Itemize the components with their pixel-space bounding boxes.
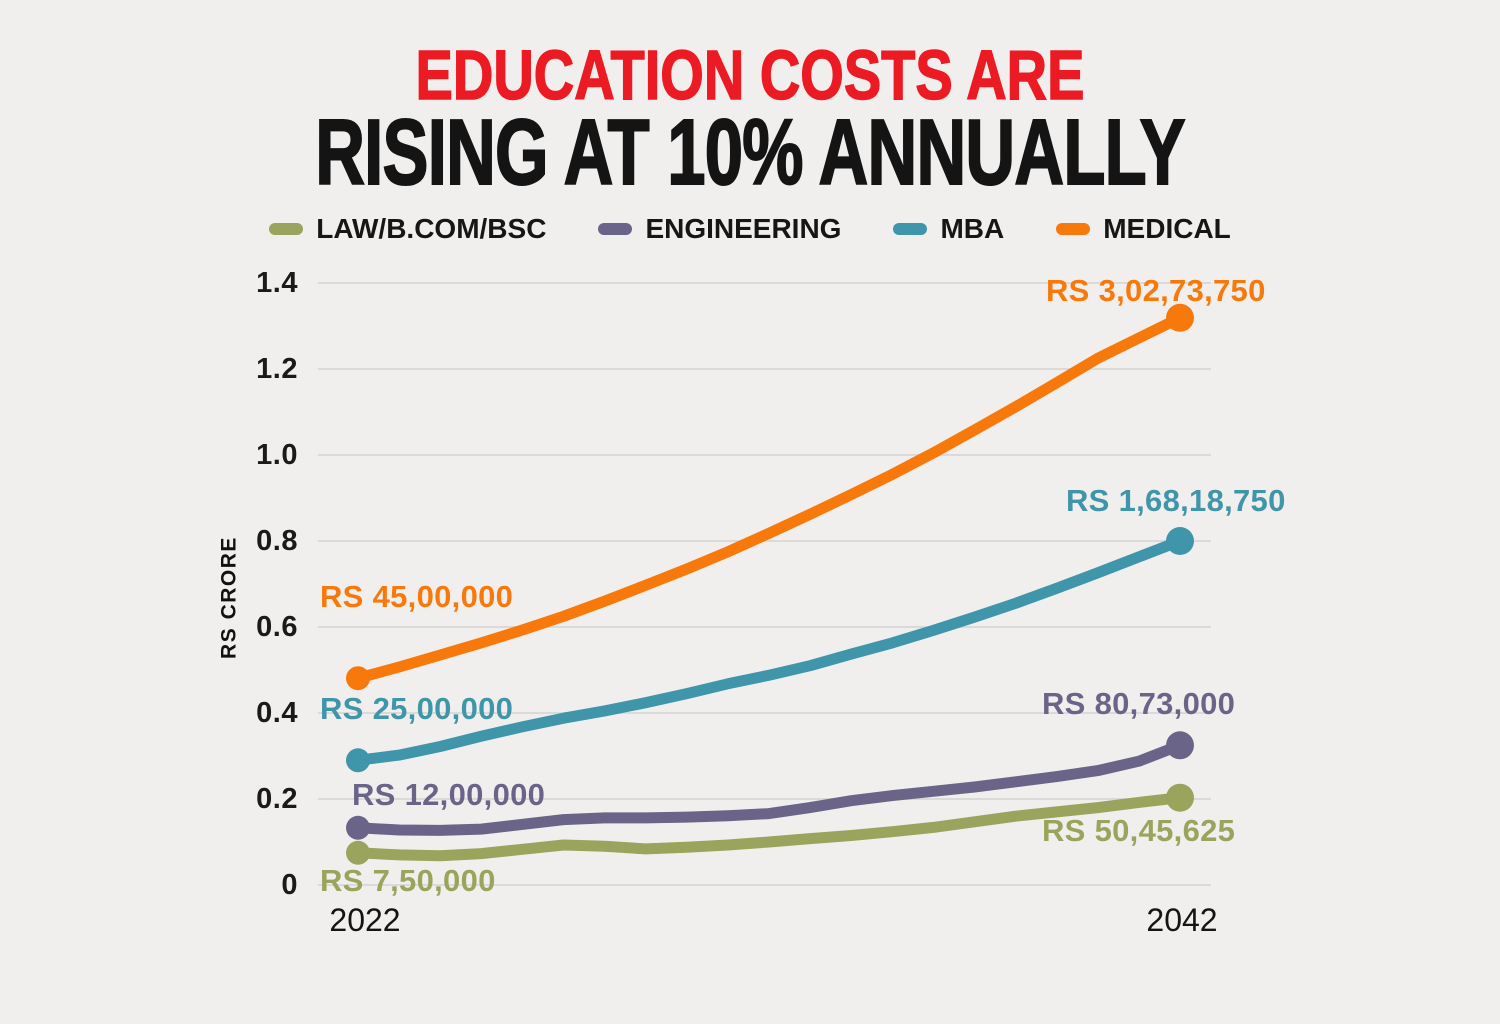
annotation-engineering-end: RS 80,73,000 <box>1042 686 1236 721</box>
x-tick-2022: 2022 <box>329 902 401 938</box>
legend-swatch-icon <box>598 223 633 235</box>
legend-item-law-b-com-bsc: LAW/B.COM/BSC <box>269 215 546 243</box>
series-endpoint-dot-engineering <box>346 815 370 840</box>
title-line-2: RISING AT 10% ANNUALLY <box>314 100 1186 204</box>
chart-legend: LAW/B.COM/BSC ENGINEERING MBA MEDICAL <box>0 210 1500 248</box>
annotation-law-start: RS 7,50,000 <box>320 863 496 898</box>
gridline <box>318 454 1211 456</box>
series-endpoint-dot-mba <box>1166 527 1194 555</box>
series-endpoint-dot-medical <box>346 666 370 691</box>
legend-label: ENGINEERING <box>645 213 842 244</box>
gridline <box>318 368 1211 370</box>
y-tick-label: 1.0 <box>256 439 298 471</box>
annotation-law-end: RS 50,45,625 <box>1042 813 1236 848</box>
series-endpoint-dot-law-b-com-bsc <box>1166 783 1194 812</box>
legend-item-engineering: ENGINEERING <box>598 215 841 243</box>
series-line-law-b-com-bsc <box>352 792 1186 862</box>
legend-item-medical: MEDICAL <box>1056 215 1231 243</box>
gridline <box>318 282 1211 284</box>
y-tick-label: 0.6 <box>256 611 298 643</box>
series-line-mba <box>352 535 1186 766</box>
y-tick-label: 0 <box>281 869 298 901</box>
series-endpoint-dot-engineering <box>1166 731 1194 760</box>
x-tick-2042: 2042 <box>1146 902 1218 938</box>
legend-item-mba: MBA <box>893 215 1004 243</box>
y-axis-title: RS CRORE <box>217 536 241 659</box>
series-endpoint-dot-mba <box>346 748 370 773</box>
legend-label: MEDICAL <box>1103 213 1231 244</box>
title-line-1: EDUCATION COSTS ARE <box>415 36 1085 114</box>
gridline <box>318 626 1211 628</box>
gridline <box>318 798 1211 800</box>
annotation-mba-end: RS 1,68,18,750 <box>1066 483 1286 518</box>
gridline <box>318 884 1211 886</box>
annotation-engineering-start: RS 12,00,000 <box>352 777 546 812</box>
y-tick-label: 0.8 <box>256 525 298 557</box>
series-endpoint-dot-law-b-com-bsc <box>346 840 370 865</box>
annotation-medical-start: RS 45,00,000 <box>320 579 514 614</box>
legend-swatch-icon <box>269 223 304 235</box>
y-tick-label: 1.2 <box>256 353 298 385</box>
legend-label: LAW/B.COM/BSC <box>316 213 547 244</box>
series-endpoint-dot-medical <box>1166 303 1194 332</box>
legend-swatch-icon <box>1056 223 1091 235</box>
y-tick-label: 0.4 <box>256 697 298 729</box>
annotation-medical-end: RS 3,02,73,750 <box>1046 273 1266 308</box>
series-line-engineering <box>352 739 1186 836</box>
legend-swatch-icon <box>893 223 928 235</box>
annotation-mba-start: RS 25,00,000 <box>320 691 514 726</box>
y-tick-label: 0.2 <box>256 783 298 815</box>
legend-label: MBA <box>940 213 1005 244</box>
series-line-medical <box>352 312 1186 684</box>
y-tick-label: 1.4 <box>256 267 298 299</box>
gridline <box>318 712 1211 714</box>
